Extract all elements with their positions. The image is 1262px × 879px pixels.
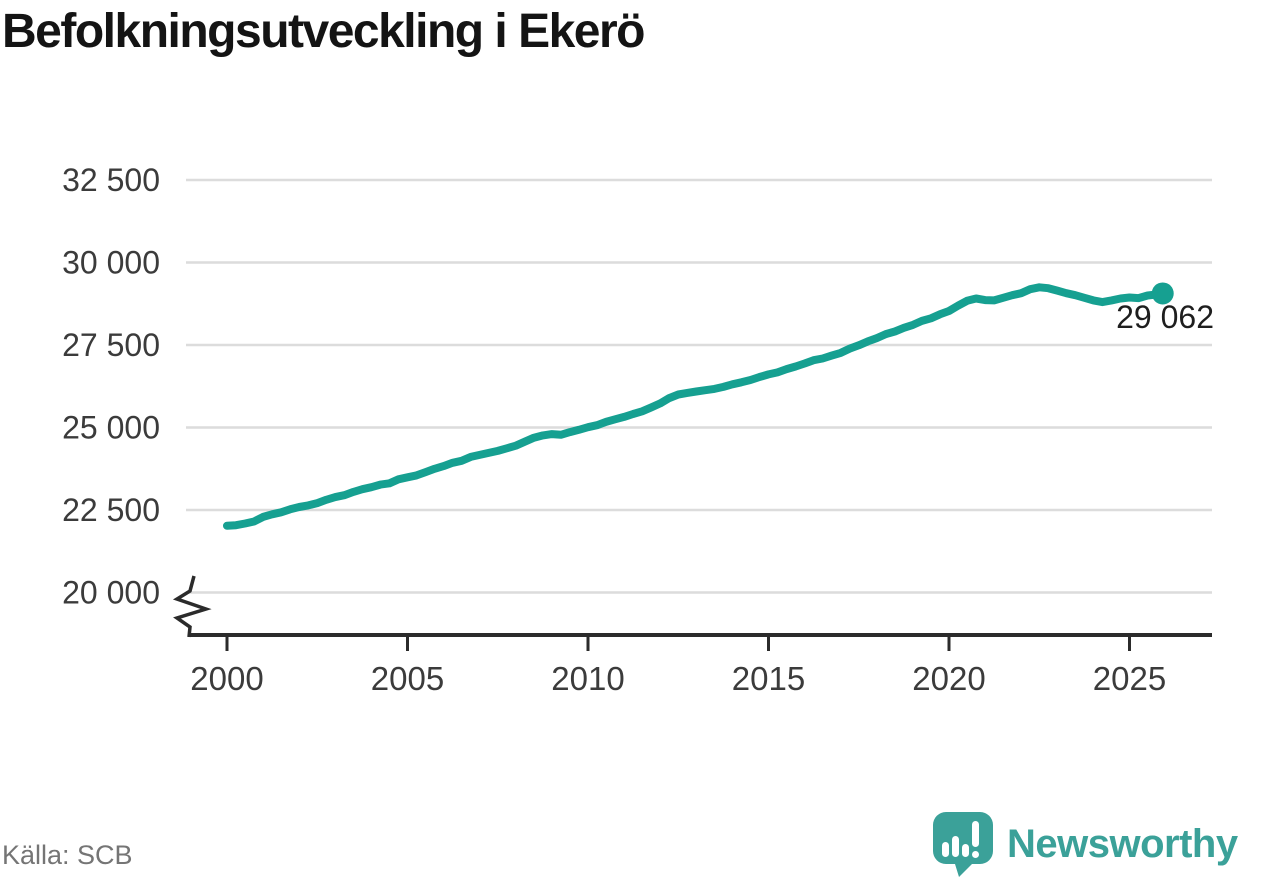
population-line [223,283,1167,530]
x-tick-label: 2020 [912,660,985,697]
x-tick-label: 2010 [551,660,624,697]
x-tick-label: 2015 [732,660,805,697]
y-tick-label: 25 000 [62,410,160,446]
y-tick-label: 30 000 [62,245,160,281]
axis-break-squiggle [172,575,212,638]
y-tick-label: 27 500 [62,327,160,363]
newsworthy-bubble-icon [933,812,993,877]
y-tick-label: 32 500 [62,162,160,198]
last-value-label: 29 062 [1116,299,1214,335]
source-note: Källa: SCB [2,840,133,870]
page-title: Befolkningsutveckling i Ekerö [2,5,646,58]
newsworthy-wordmark: Newsworthy [1007,822,1238,866]
x-tick-label: 2000 [190,660,263,697]
x-tick-label: 2005 [371,660,444,697]
y-tick-label: 22 500 [62,492,160,528]
last-point-dot [1151,282,1174,305]
x-tick-label: 2025 [1093,660,1166,697]
y-tick-label: 20 000 [62,575,160,611]
newsworthy-logo: Newsworthy [930,811,1238,877]
